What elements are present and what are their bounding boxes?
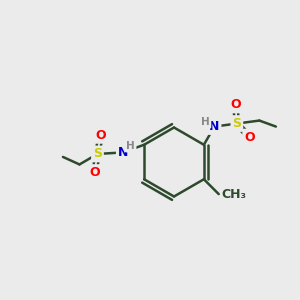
Text: N: N: [118, 146, 128, 159]
Text: O: O: [244, 130, 255, 144]
Text: CH₃: CH₃: [222, 188, 247, 201]
Text: H: H: [201, 117, 210, 127]
Text: O: O: [89, 166, 100, 179]
Text: H: H: [126, 141, 135, 151]
Text: O: O: [95, 129, 106, 142]
Text: S: S: [93, 147, 102, 161]
Text: O: O: [230, 98, 241, 112]
Text: S: S: [232, 117, 242, 130]
Text: N: N: [209, 120, 220, 133]
